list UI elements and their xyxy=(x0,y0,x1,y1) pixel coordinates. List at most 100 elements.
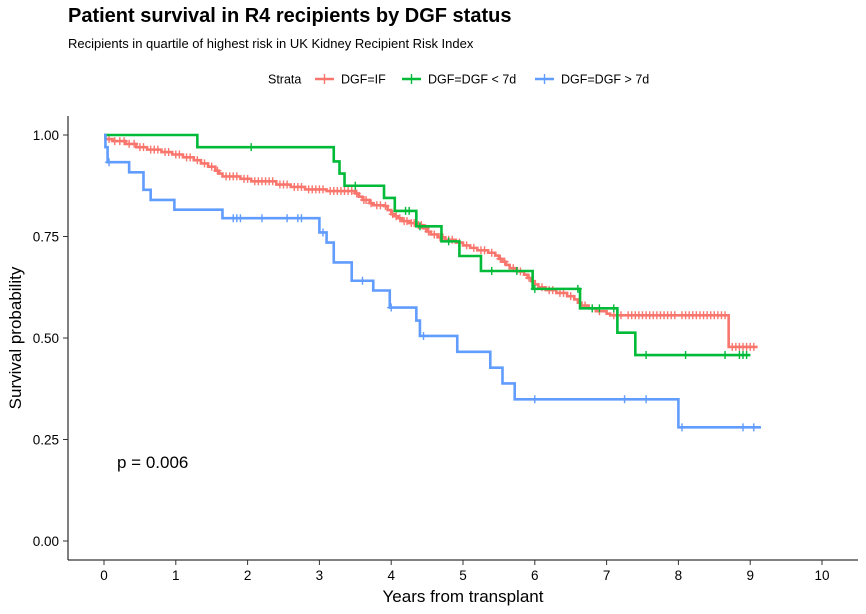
censor-mark xyxy=(620,395,629,404)
censor-mark xyxy=(670,311,679,320)
censor-mark xyxy=(739,423,748,432)
legend-label: DGF=DGF > 7d xyxy=(561,73,649,87)
censor-mark xyxy=(469,243,478,252)
x-tick-label: 8 xyxy=(675,568,683,583)
censor-mark xyxy=(480,246,489,255)
censor-mark xyxy=(742,351,751,360)
x-tick-label: 4 xyxy=(387,568,395,583)
censor-mark xyxy=(530,284,539,293)
censor-mark xyxy=(139,143,148,152)
legend: Strata DGF=IF DGF=DGF < 7d DGF=DGF > 7d xyxy=(268,73,649,87)
censor-mark xyxy=(677,423,686,432)
x-tick-label: 0 xyxy=(100,568,108,583)
censor-mark xyxy=(430,230,439,239)
censor-mark xyxy=(419,331,428,340)
censor-mark xyxy=(588,304,597,313)
censor-mark xyxy=(573,284,582,293)
censor-mark xyxy=(381,202,390,211)
censor-mark xyxy=(424,227,433,236)
y-tick-label: 0.00 xyxy=(33,534,59,549)
x-tick-label: 2 xyxy=(244,568,252,583)
censor-mark xyxy=(749,423,758,432)
axes: 0 1 2 3 4 5 6 7 8 9 10 0.00 0.25 0.50 0.75 1.00 xyxy=(33,116,858,583)
x-tick-label: 3 xyxy=(316,568,324,583)
censor-mark xyxy=(367,199,376,208)
censor-mark xyxy=(681,351,690,360)
censor-mark xyxy=(395,214,404,223)
censor-mark xyxy=(236,214,245,223)
x-tick-label: 6 xyxy=(531,568,539,583)
y-tick-label: 1.00 xyxy=(33,128,59,143)
censor-mark xyxy=(257,214,266,223)
censor-mark xyxy=(487,248,496,257)
series-2 xyxy=(104,133,761,432)
censor-mark xyxy=(283,214,292,223)
y-tick-label: 0.75 xyxy=(33,230,59,245)
censor-mark xyxy=(487,267,496,276)
censor-mark xyxy=(405,206,414,215)
censor-mark xyxy=(130,139,139,148)
censor-mark xyxy=(347,187,356,196)
y-tick-label: 0.50 xyxy=(33,331,59,346)
survival-curve xyxy=(104,133,751,357)
censor-mark xyxy=(376,201,385,210)
censor-mark xyxy=(609,304,618,313)
censor-mark xyxy=(318,185,327,194)
censor-mark xyxy=(175,150,184,159)
censor-mark xyxy=(243,174,252,183)
censor-mark xyxy=(283,180,292,189)
censor-mark xyxy=(105,158,114,167)
censor-mark xyxy=(297,214,306,223)
y-axis-label: Survival probability xyxy=(6,266,25,409)
censor-mark xyxy=(444,237,453,246)
series-layer xyxy=(104,133,761,432)
censor-mark xyxy=(358,276,367,285)
censor-mark xyxy=(200,159,209,168)
censor-mark xyxy=(213,166,222,175)
censor-mark xyxy=(351,181,360,190)
censor-mark xyxy=(207,162,216,171)
legend-title: Strata xyxy=(268,73,301,87)
censor-mark xyxy=(247,143,256,152)
censor-mark xyxy=(642,395,651,404)
legend-label: DGF=IF xyxy=(341,73,386,87)
censor-mark xyxy=(232,172,241,181)
x-axis-label: Years from transplant xyxy=(383,587,544,606)
censor-mark xyxy=(500,257,509,266)
survival-curve xyxy=(104,133,761,429)
chart-title: Patient survival in R4 recipients by DGF… xyxy=(68,5,512,27)
censor-mark xyxy=(721,311,730,320)
x-tick-label: 7 xyxy=(603,568,611,583)
legend-label: DGF=DGF < 7d xyxy=(428,73,516,87)
censor-mark xyxy=(186,153,195,162)
censor-mark xyxy=(268,177,277,186)
censor-mark xyxy=(749,342,758,351)
censor-mark xyxy=(318,228,327,237)
censor-mark xyxy=(120,137,129,146)
x-tick-label: 5 xyxy=(459,568,467,583)
censor-mark xyxy=(496,254,505,263)
p-value-annotation: p = 0.006 xyxy=(117,453,188,472)
censor-mark xyxy=(362,195,371,204)
censor-mark xyxy=(721,351,730,360)
chart-subtitle: Recipients in quartile of highest risk i… xyxy=(68,36,474,51)
censor-mark xyxy=(193,156,202,165)
censor-mark xyxy=(462,241,471,250)
censor-mark xyxy=(530,395,539,404)
censor-mark xyxy=(642,351,651,360)
series-1 xyxy=(104,133,751,360)
series-0 xyxy=(104,133,758,351)
censor-mark xyxy=(415,222,424,231)
censor-mark xyxy=(352,189,361,198)
x-tick-label: 9 xyxy=(746,568,754,583)
censor-mark xyxy=(164,148,173,157)
censor-mark xyxy=(512,267,521,276)
censor-mark xyxy=(595,304,604,313)
censor-mark xyxy=(387,303,396,312)
censor-mark xyxy=(402,217,411,226)
x-tick-label: 10 xyxy=(814,568,829,583)
censor-mark xyxy=(297,182,306,191)
x-tick-label: 1 xyxy=(172,568,180,583)
y-tick-label: 0.25 xyxy=(33,433,59,448)
